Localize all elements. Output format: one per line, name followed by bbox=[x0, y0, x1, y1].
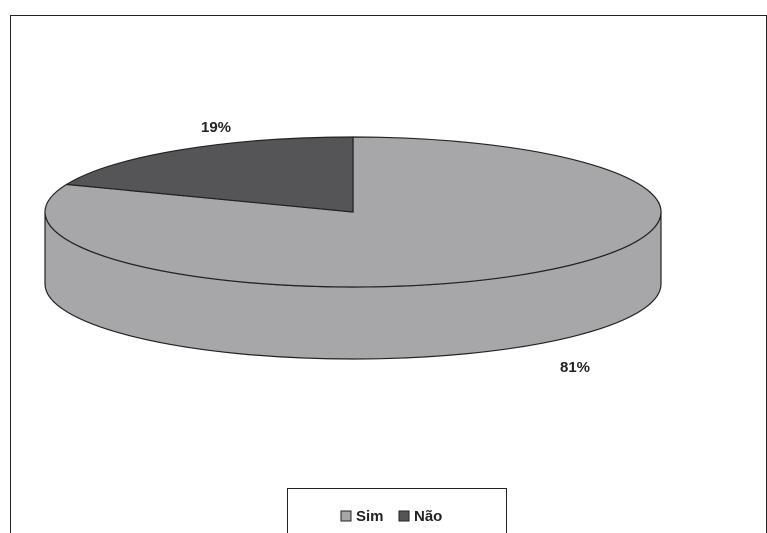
pie-slice bbox=[44, 136, 662, 288]
legend-swatch bbox=[398, 510, 410, 522]
pie-slice bbox=[64, 136, 354, 213]
legend-box bbox=[287, 488, 507, 533]
legend-label: Não bbox=[414, 508, 442, 525]
data-label: 19% bbox=[201, 119, 231, 136]
legend-swatch bbox=[340, 510, 352, 522]
legend-label: Sim bbox=[356, 508, 384, 525]
data-label: 81% bbox=[560, 359, 590, 376]
